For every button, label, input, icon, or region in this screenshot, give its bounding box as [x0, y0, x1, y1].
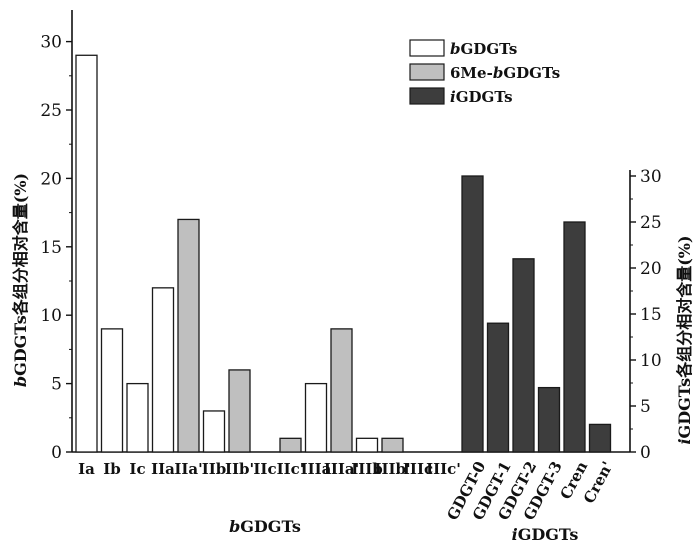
- right-axis-title: iGDGTs各组分相对含量(%): [675, 235, 694, 444]
- legend: bGDGTs 6Me-bGDGTs iGDGTs: [409, 39, 560, 106]
- bar-GDGT-1: [486, 322, 510, 453]
- left-axis-tick-label: 30: [40, 33, 62, 53]
- x-tick-label: IIb: [202, 460, 227, 478]
- bar-IIb': [228, 369, 251, 453]
- bar-IIa': [177, 218, 200, 453]
- x-tick-label: IIc': [277, 460, 305, 478]
- bar-IIIa: [304, 382, 328, 453]
- bar-IIIb': [381, 437, 404, 453]
- left-axis-tick-label: 10: [40, 306, 62, 326]
- legend-label-bgdgts: bGDGTs: [450, 40, 517, 58]
- x-tick-label: IIIc: [403, 460, 433, 478]
- right-axis-tick-label: 30: [640, 167, 662, 187]
- bar-IIIa': [330, 328, 353, 453]
- right-axis-tick-label: 10: [640, 351, 662, 371]
- legend-label-igdgts: iGDGTs: [450, 88, 513, 106]
- bar-GDGT-0: [461, 175, 484, 453]
- bar-GDGT-2: [512, 258, 535, 453]
- x-group-label-igdgts: iGDGTs: [512, 525, 579, 544]
- left-axis-tick-label: 20: [40, 169, 62, 189]
- x-tick-label: IIIc': [426, 460, 461, 478]
- legend-label-6me-bgdgts: 6Me-bGDGTs: [450, 64, 560, 82]
- x-tick-label: IIb': [225, 460, 254, 478]
- bar-Cren': [588, 423, 612, 453]
- right-axis-tick-label: 25: [640, 213, 662, 233]
- left-axis-tick-label: 0: [51, 443, 62, 463]
- bar-Ic: [126, 382, 149, 453]
- x-tick-label: IIIb': [374, 460, 410, 478]
- left-axis-tick-label: 5: [51, 375, 62, 395]
- x-group-label-bgdgts: bGDGTs: [229, 517, 301, 536]
- bar-IIIb: [355, 437, 379, 453]
- bar-IIb: [202, 410, 226, 453]
- x-tick-label: IIIa': [324, 460, 359, 478]
- right-axis-tick-label: 5: [640, 397, 651, 417]
- left-axis-tick-label: 25: [40, 101, 62, 121]
- x-tick-label: Ic: [129, 460, 145, 478]
- right-axis-tick-label: 20: [640, 259, 662, 279]
- left-axis-title: bGDGTs各组分相对含量(%): [11, 173, 30, 387]
- legend-swatch-6me-bgdgts: [409, 63, 445, 81]
- x-tick-label: Ib: [103, 460, 121, 478]
- x-tick-label: Ia: [78, 460, 95, 478]
- bar-Ib: [100, 328, 124, 453]
- bar-Ia: [75, 54, 98, 453]
- left-axis-tick-label: 15: [40, 238, 62, 258]
- x-tick-label: IIIb: [351, 460, 383, 478]
- bar-Cren: [563, 221, 586, 453]
- right-axis-tick-label: 15: [640, 305, 662, 325]
- right-axis-tick-label: 0: [640, 443, 651, 463]
- legend-swatch-bgdgts: [409, 39, 445, 57]
- bar-IIa: [151, 287, 175, 453]
- x-tick-label: IIa': [174, 460, 202, 478]
- x-tick-label: IIIa: [301, 460, 332, 478]
- x-tick-label: IIc: [253, 460, 276, 478]
- x-tick-label: IIa: [151, 460, 175, 478]
- bar-IIc': [279, 437, 302, 453]
- legend-swatch-igdgts: [409, 87, 445, 105]
- bar-GDGT-3: [537, 386, 561, 453]
